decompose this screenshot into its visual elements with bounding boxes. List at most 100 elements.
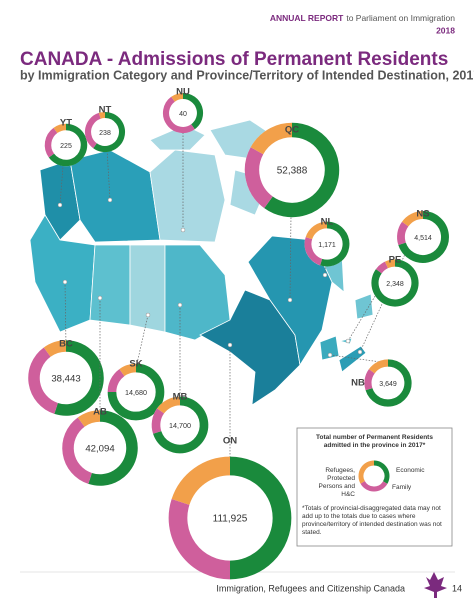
region-code: NS [416,209,429,220]
region-code: ON [223,436,237,447]
region-code: NT [99,105,112,116]
region-code: QC [285,125,299,136]
donut-total: 238 [99,130,111,137]
donut-segment [93,111,126,153]
donut-segment [98,111,106,119]
map-point [287,297,293,303]
newfoundland [354,293,374,320]
donut-segment [107,363,165,421]
donut-segment [364,369,375,391]
footer-page: 14 [452,583,462,593]
legend-swatch [373,460,390,484]
donut-total: 52,388 [277,166,308,177]
leader-line [104,114,111,201]
map-point [97,295,103,301]
legend-title: Total number of Permanent Residents admi… [316,434,433,450]
donut-segment [62,417,93,484]
header-bold: ANNUAL REPORT [270,13,344,23]
region-code: AB [93,407,107,418]
legend-swatch [360,480,388,492]
donut-segment [250,122,293,155]
donut-segment [77,410,101,427]
map-point [322,272,328,278]
donut-segment [398,211,449,263]
donut-segment [320,221,350,267]
legend-swatch [358,460,375,484]
header: ANNUAL REPORT to Parliament on Immigratio… [270,13,455,23]
region-code: NU [176,87,190,98]
nova-scotia [338,345,367,373]
donut-segment [28,347,59,414]
region-code: YT [60,118,72,129]
title: CANADA - Admissions of Permanent Residen… [20,49,448,70]
northwest-territories [69,149,161,243]
donut-segment [163,96,195,133]
saskatchewan [129,244,166,333]
nunavut [149,149,226,243]
region-code: NB [351,378,365,389]
donut-segment [48,123,88,167]
map-point [57,202,63,208]
donut-total: 2,348 [386,281,404,288]
donut-segment [171,456,231,506]
donuts: 225 YT 238 NT 40 NU 52,388 QC 1,171 NL 4,514 NS 2,34… [28,87,449,580]
donut-segment [384,259,396,269]
subtitle: by Immigration Category and Province/Ter… [20,68,474,82]
donut-segment [264,122,340,218]
maple-leaf [424,572,447,598]
donut-total: 111,925 [213,514,248,525]
region-code: MB [173,392,188,403]
donut-total: 14,700 [169,421,191,430]
donut-segment [151,408,165,434]
alberta [89,244,131,326]
donut-segment [375,261,389,274]
map-point [227,342,233,348]
donut-total: 1,171 [318,242,336,249]
donut-segment [171,92,184,102]
donut-segment [119,363,137,377]
donut-segment [84,112,101,149]
region-code: BC [59,339,73,350]
donut-segment [107,369,125,393]
donut-total: 3,649 [379,381,397,388]
donut-segment [43,340,67,357]
donut-segment [182,92,204,130]
donut-total: 4,514 [414,235,432,242]
map-point [327,352,333,358]
legend-label: Economic [396,467,425,474]
donut-segment [397,221,409,246]
donut-segment [44,127,58,158]
donut-total: 42,094 [85,444,115,455]
donut-total: 40 [179,111,187,118]
map-point [145,312,151,318]
donut-segment [54,340,104,416]
region-code: PE [389,255,402,266]
donut-total: 38,443 [51,374,80,385]
donut-segment [365,359,412,407]
footer-agency: Immigration, Refugees and Citizenship Ca… [216,583,405,593]
header-rest: to Parliament on Immigration [346,13,455,23]
donut-segment [401,211,424,227]
donut-segment [53,123,67,134]
map-point [345,338,351,344]
map-point [107,197,113,203]
donut-segment [157,396,181,414]
donut-segment [368,359,389,374]
donut-segment [168,499,231,580]
british-columbia [29,214,96,333]
donut-segment [244,147,274,209]
donut-segment [153,396,209,454]
region-code: NL [321,217,334,228]
leader-line [135,314,149,369]
header-year: 2018 [436,25,455,35]
map-point [62,279,68,285]
donut-segment [371,259,419,307]
donut-segment [88,410,138,486]
donut-total: 225 [60,143,72,150]
map-point [357,349,363,355]
legend-label: Refugees, Protected Persons and H&C [318,467,356,499]
region-code: SK [129,359,142,370]
map-point [180,227,186,233]
